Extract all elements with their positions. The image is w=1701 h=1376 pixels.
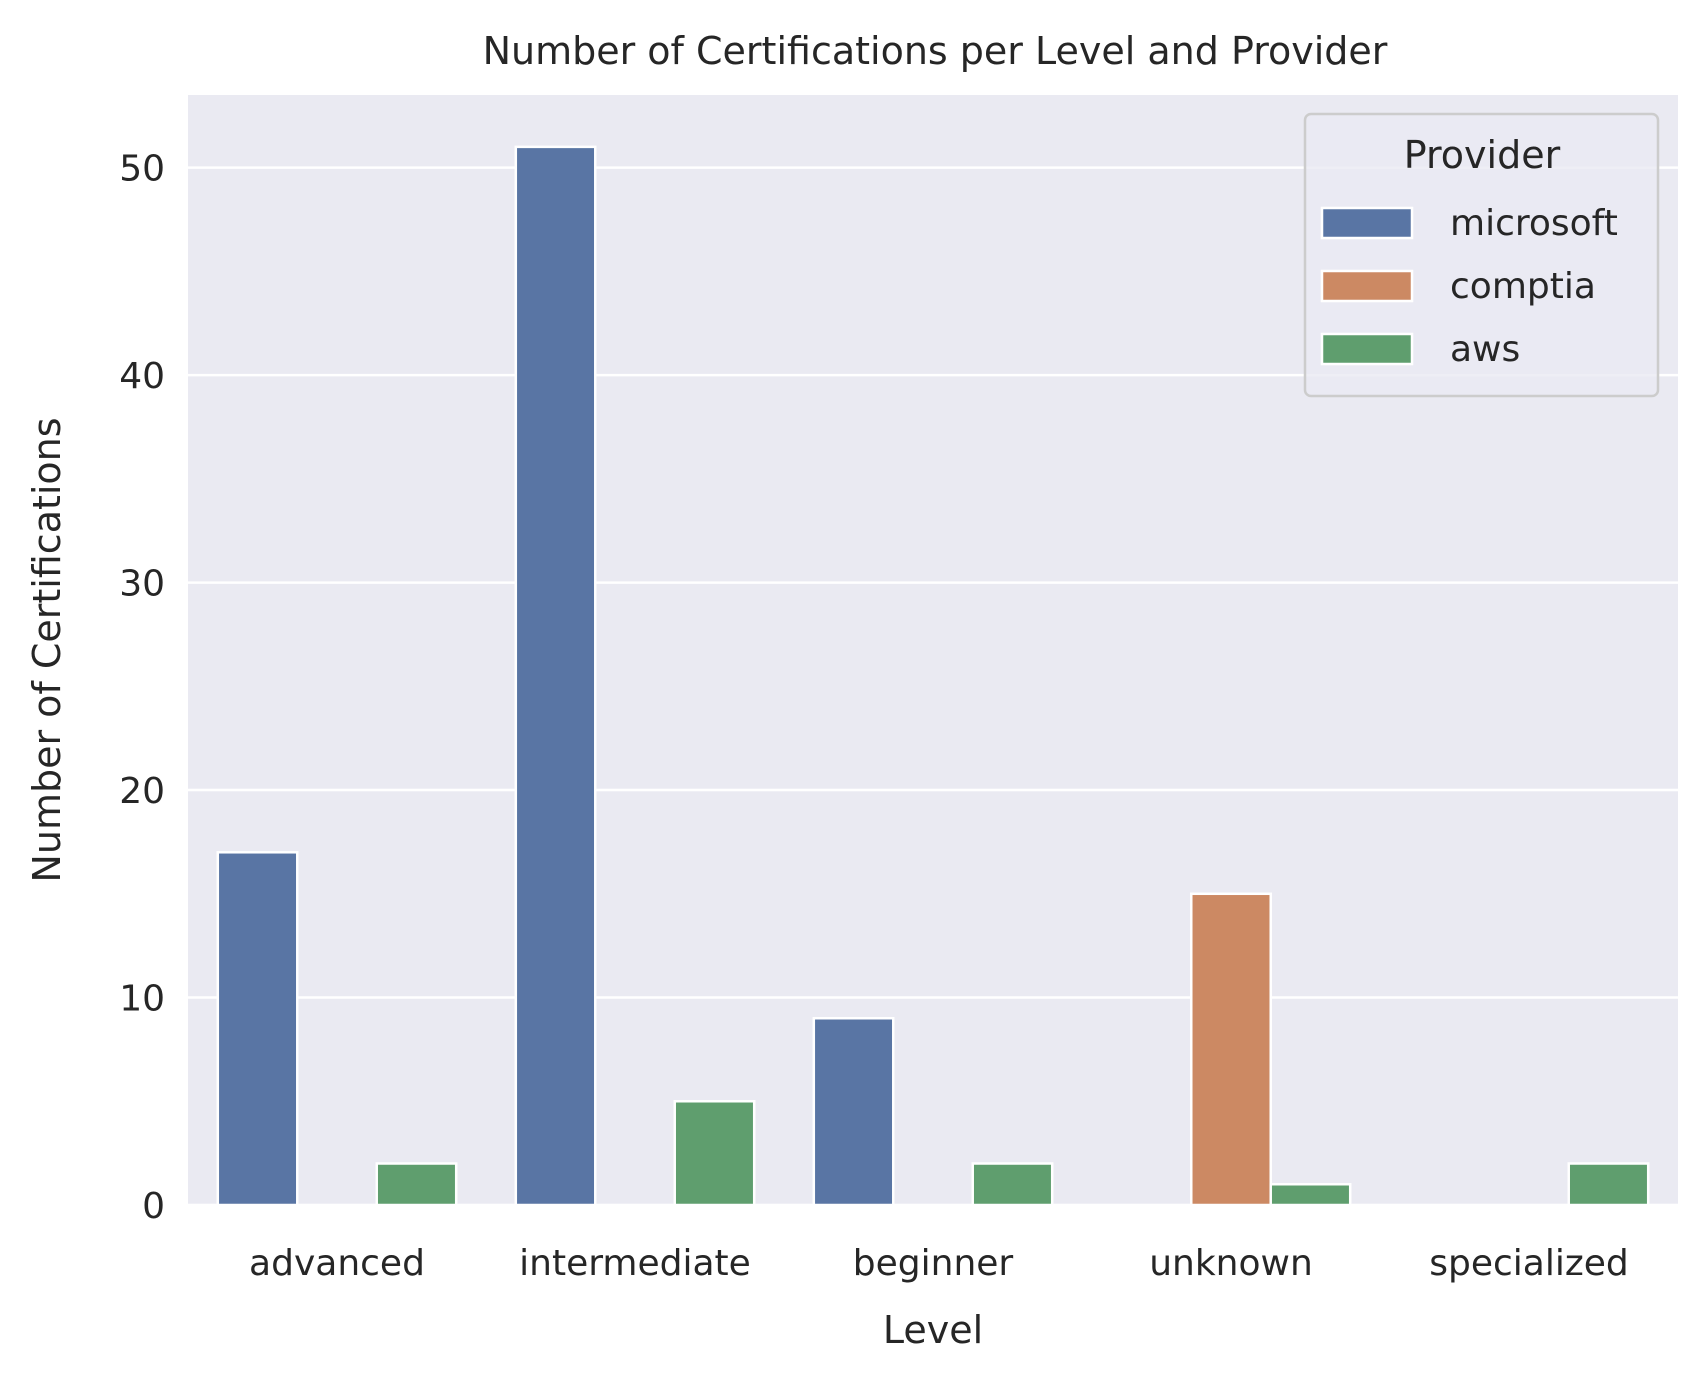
legend-title: Provider	[1404, 133, 1561, 177]
x-tick-label: intermediate	[519, 1243, 751, 1284]
bar-microsoft-intermediate	[514, 145, 597, 1207]
bar-aws-intermediate	[673, 1100, 756, 1207]
x-tick-label: unknown	[1149, 1243, 1313, 1284]
legend-label-comptia: comptia	[1450, 266, 1596, 307]
legend: Provider microsoft comptia aws	[1303, 112, 1660, 398]
legend-label-aws: aws	[1450, 329, 1520, 370]
bar-comptia-unknown	[1190, 892, 1272, 1207]
y-tick-label: 40	[119, 356, 165, 397]
legend-box	[1303, 112, 1660, 398]
legend-swatch-comptia	[1320, 269, 1414, 303]
x-tick-label: specialized	[1429, 1243, 1629, 1284]
legend-entries: microsoft comptia aws	[1320, 203, 1618, 370]
legend-swatch-microsoft	[1320, 206, 1414, 240]
x-tick-label: beginner	[853, 1243, 1014, 1284]
y-axis-label: Number of Certifications	[25, 417, 69, 882]
legend-label-microsoft: microsoft	[1450, 203, 1618, 244]
bars	[216, 145, 1650, 1207]
y-tick-label: 0	[142, 1186, 165, 1227]
bar-microsoft-beginner	[812, 1017, 895, 1207]
x-tick-label: advanced	[249, 1243, 425, 1284]
y-tick-label: 30	[119, 564, 165, 605]
legend-swatch-aws	[1320, 332, 1414, 366]
bar-aws-beginner	[971, 1162, 1054, 1207]
y-tick-label: 50	[119, 149, 165, 190]
y-tick-label: 20	[119, 771, 165, 812]
chart-title: Number of Certifications per Level and P…	[483, 29, 1388, 73]
x-axis-label: Level	[883, 1308, 983, 1352]
x-tick-labels: advanced intermediate beginner unknown speci…	[249, 1243, 1629, 1284]
y-tick-labels: 0 10 20 30 40 50	[119, 149, 165, 1227]
bar-aws-specialized	[1567, 1162, 1650, 1207]
y-tick-label: 10	[119, 979, 165, 1020]
bar-aws-advanced	[375, 1162, 458, 1207]
bar-aws-unknown	[1269, 1183, 1352, 1207]
bar-microsoft-advanced	[216, 851, 299, 1207]
